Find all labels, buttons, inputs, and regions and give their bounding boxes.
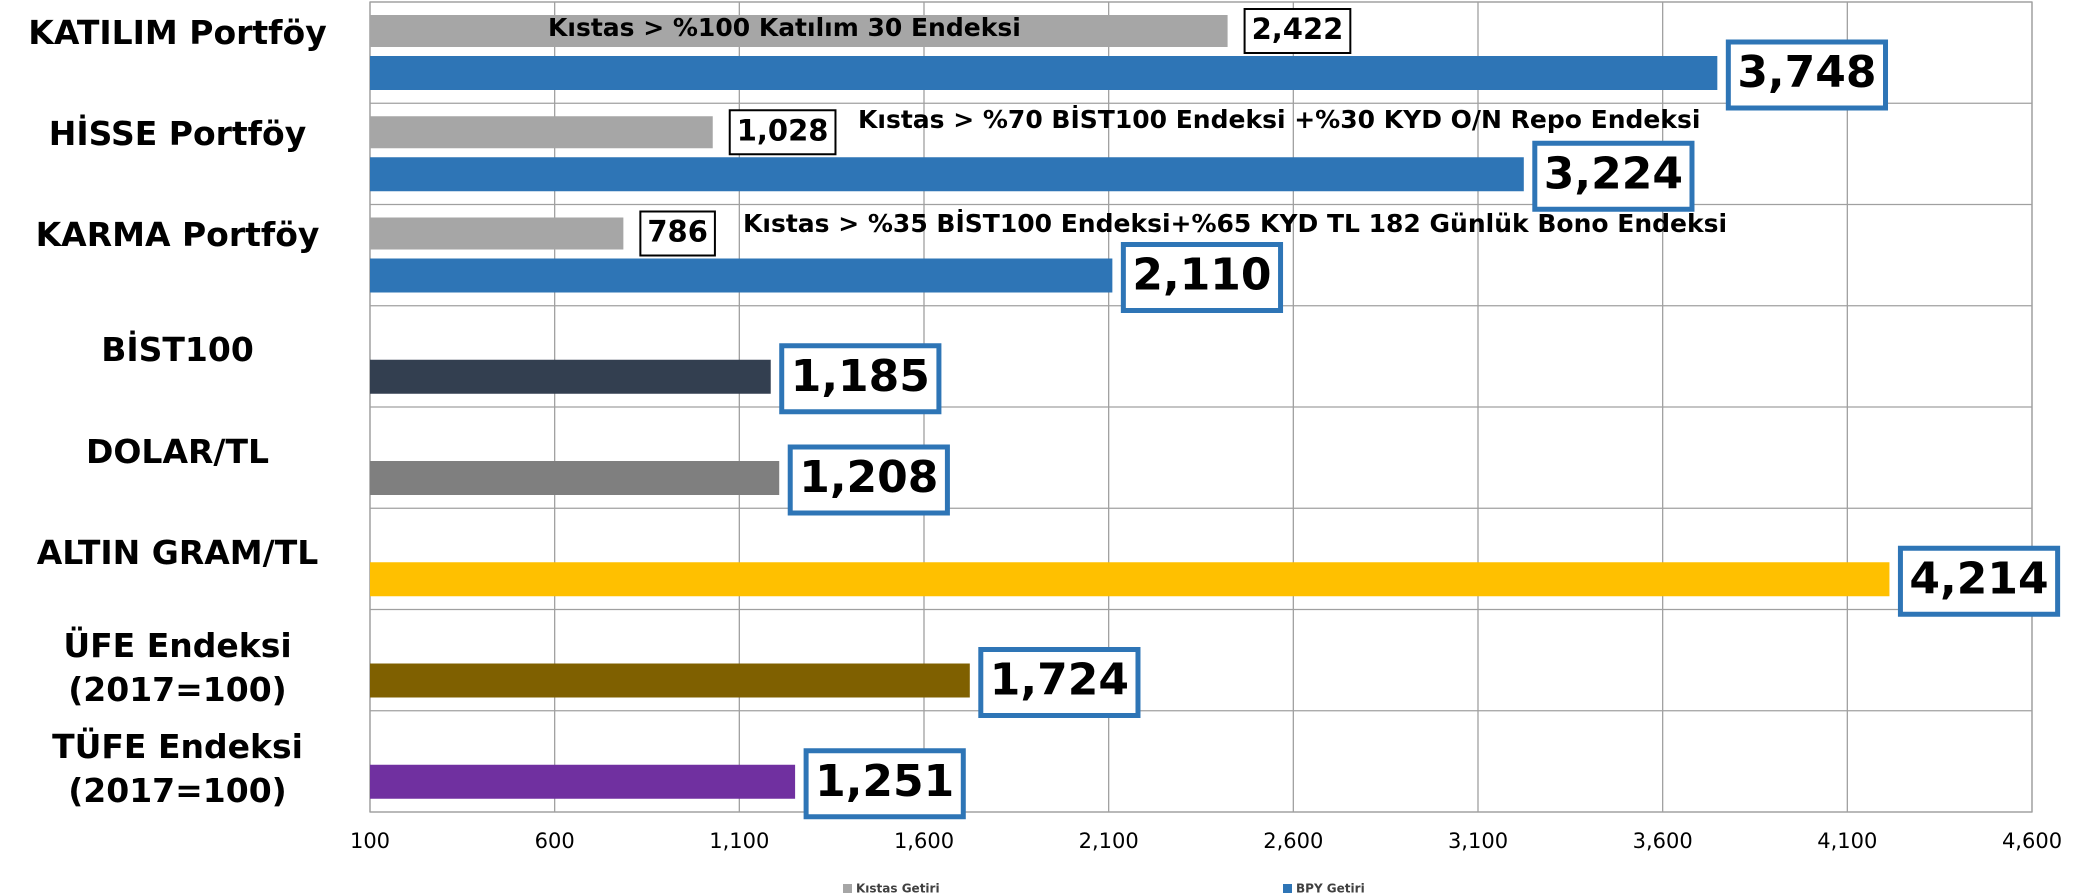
value-label: 4,214 [1909, 553, 2048, 604]
annotation: Kıstas > %100 Katılım 30 Endeksi [548, 13, 1021, 42]
value-label: 1,028 [737, 113, 829, 147]
x-tick-label: 4,100 [1817, 829, 1877, 853]
bar [370, 258, 1113, 293]
bar [370, 359, 771, 394]
y-tick-label: KATILIM Portföy [28, 12, 327, 52]
value-label: 2,422 [1252, 12, 1344, 46]
value-label: 3,748 [1737, 47, 1876, 98]
y-tick-label: KARMA Portföy [35, 215, 320, 255]
value-label: 2,110 [1132, 250, 1271, 301]
x-tick-label: 100 [350, 829, 390, 853]
legend-label: Kıstas Getiri [856, 882, 940, 896]
value-label-box [779, 343, 942, 415]
annotation: Kıstas > %35 BİST100 Endeksi+%65 KYD TL … [743, 208, 1727, 238]
value-label-box [1725, 39, 1889, 111]
bar [370, 461, 780, 495]
value-label: 3,224 [1544, 148, 1683, 199]
bar [370, 157, 1524, 192]
x-tick-label: 1,100 [709, 829, 769, 853]
x-tick-label: 2,100 [1079, 829, 1139, 853]
value-label-box [728, 109, 837, 156]
value-label-box [1532, 140, 1695, 212]
value-label-box [787, 444, 950, 516]
value-label: 1,251 [815, 756, 954, 807]
annotation: Kıstas > %70 BİST100 Endeksi +%30 KYD O/… [858, 104, 1700, 134]
x-tick-label: 2,600 [1263, 829, 1323, 853]
legend-swatch [843, 884, 852, 893]
bar [370, 764, 796, 799]
legend-swatch [1283, 884, 1292, 893]
y-tick-label: ÜFE Endeksi (2017=100) [63, 626, 292, 710]
value-label-box [1897, 545, 2061, 617]
value-label-box [803, 748, 966, 820]
y-tick-label: BİST100 [101, 330, 254, 370]
value-label: 786 [647, 215, 708, 249]
x-tick-label: 3,600 [1633, 829, 1693, 853]
value-label-box [1243, 8, 1352, 54]
bar [370, 562, 1890, 597]
value-label-box [978, 647, 1141, 718]
legend-label: BPY Getiri [1296, 882, 1365, 896]
plot-border [369, 1, 2033, 813]
bar [370, 663, 970, 698]
bar [370, 116, 713, 149]
y-tick-label: ALTIN GRAM/TL [36, 532, 319, 572]
value-label: 1,208 [799, 452, 938, 503]
x-tick-label: 4,600 [2002, 829, 2062, 853]
y-tick-label: TÜFE Endeksi (2017=100) [52, 727, 303, 811]
bar [370, 56, 1718, 90]
value-label-box [639, 210, 716, 257]
x-tick-label: 1,600 [894, 829, 954, 853]
value-label: 1,724 [990, 655, 1129, 706]
bar [370, 217, 624, 250]
bar [370, 15, 1228, 47]
value-label-box [1120, 242, 1284, 313]
x-tick-label: 3,100 [1448, 829, 1508, 853]
value-label: 1,185 [791, 351, 930, 402]
y-tick-label: HİSSE Portföy [48, 113, 307, 153]
y-tick-label: DOLAR/TL [85, 431, 269, 471]
x-tick-label: 600 [535, 829, 575, 853]
